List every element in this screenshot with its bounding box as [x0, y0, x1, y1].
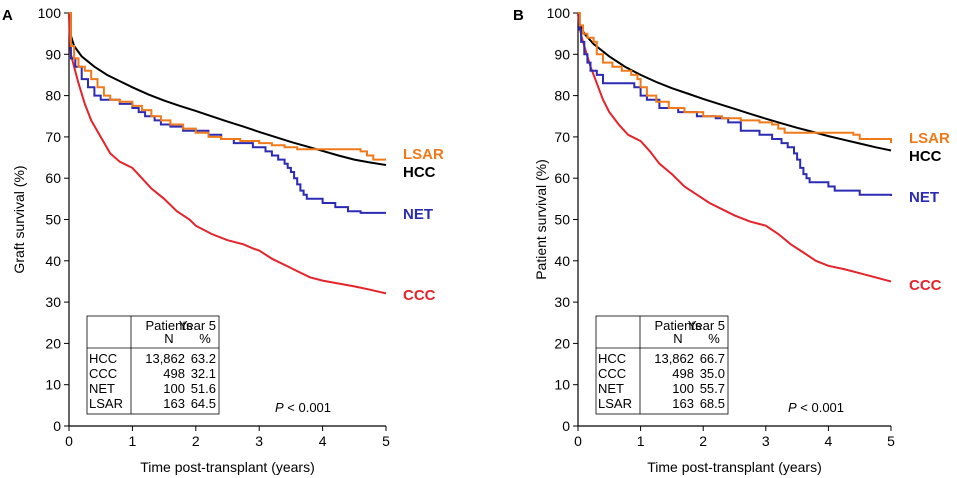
y-tick-label: 60 [554, 170, 570, 186]
y-tick-label: 90 [45, 46, 61, 62]
table-cell-group: CCC [89, 366, 117, 381]
table-cell-group: LSAR [89, 396, 123, 411]
x-tick-label: 4 [825, 433, 833, 449]
table-cell-pct: 66.7 [700, 351, 725, 366]
x-tick-label: 1 [129, 433, 137, 449]
legend-label-hcc: HCC [909, 148, 942, 165]
x-tick-label: 2 [699, 433, 707, 449]
y-tick-label: 30 [554, 294, 570, 310]
panel-label: B [513, 7, 524, 24]
y-axis-title: Patient survival (%) [533, 159, 549, 280]
series-line-lsar [578, 12, 892, 144]
table-header-n: N [673, 331, 682, 346]
legend-label-lsar: LSAR [403, 146, 444, 163]
table-header-patients: Patients [655, 318, 702, 333]
y-tick-label: 0 [53, 418, 61, 434]
table-header-patients: Patients [146, 318, 193, 333]
table-header-year5: Year 5 [179, 318, 216, 333]
series-line-ccc [68, 12, 387, 295]
y-tick-label: 40 [554, 253, 570, 269]
x-tick-label: 0 [574, 433, 582, 449]
p-value-annotation: P < 0.001 [275, 400, 331, 415]
x-axis-title: Time post-transplant (years) [647, 459, 822, 475]
table-cell-n: 498 [163, 366, 185, 381]
table-cell-group: LSAR [598, 396, 632, 411]
table-cell-pct: 35.0 [700, 366, 725, 381]
x-axis-title: Time post-transplant (years) [140, 459, 315, 475]
x-tick-label: 4 [319, 433, 327, 449]
table-cell-pct: 55.7 [700, 381, 725, 396]
table-cell-group: HCC [598, 351, 626, 366]
y-tick-label: 40 [45, 253, 61, 269]
table-cell-pct: 64.5 [191, 396, 216, 411]
table-header-pct: % [708, 331, 720, 346]
y-tick-label: 30 [45, 294, 61, 310]
table-cell-group: CCC [598, 366, 626, 381]
table-cell-n: 498 [672, 366, 694, 381]
y-tick-label: 100 [547, 5, 571, 21]
y-tick-label: 10 [45, 377, 61, 393]
legend-label-net: NET [403, 206, 433, 223]
y-tick-label: 20 [45, 335, 61, 351]
table-cell-group: HCC [89, 351, 117, 366]
y-tick-label: 50 [45, 212, 61, 228]
y-tick-label: 20 [554, 335, 570, 351]
table-cell-pct: 68.5 [700, 396, 725, 411]
summary-table-frame [86, 315, 220, 415]
table-cell-n: 13,862 [145, 351, 185, 366]
x-tick-label: 3 [255, 433, 263, 449]
legend-label-hcc: HCC [403, 164, 436, 181]
x-tick-label: 5 [382, 433, 390, 449]
p-value-symbol: P [275, 400, 284, 415]
legend-label-ccc: CCC [403, 287, 436, 304]
summary-table-frame [595, 315, 729, 415]
x-tick-label: 2 [192, 433, 200, 449]
p-value-text: < 0.001 [797, 400, 844, 415]
p-value-text: < 0.001 [284, 400, 331, 415]
chart-panel-b: B 0 10 20 30 40 50 60 70 80 90 100 0 1 2 3 4 5 Time post-t… [513, 5, 950, 475]
series-line-net [578, 12, 892, 196]
table-cell-group: NET [89, 381, 115, 396]
panel-label: A [2, 7, 13, 24]
series-line-hcc [68, 12, 387, 166]
series-line-hcc [577, 12, 892, 152]
y-tick-label: 60 [45, 170, 61, 186]
y-axis-title: Graft survival (%) [11, 165, 27, 273]
y-tick-label: 70 [45, 129, 61, 145]
series-line-ccc [577, 12, 892, 283]
y-tick-label: 100 [38, 5, 62, 21]
table-header-n: N [164, 331, 173, 346]
table-header-pct: % [199, 331, 211, 346]
y-tick-label: 80 [45, 88, 61, 104]
table-cell-group: NET [598, 381, 624, 396]
y-tick-label: 50 [554, 212, 570, 228]
table-header-year5: Year 5 [688, 318, 725, 333]
p-value-symbol: P [788, 400, 797, 415]
x-tick-label: 3 [762, 433, 770, 449]
legend-label-lsar: LSAR [909, 130, 950, 147]
series-line-lsar [69, 12, 386, 161]
table-cell-n: 100 [163, 381, 185, 396]
p-value-annotation: P < 0.001 [788, 400, 844, 415]
table-cell-n: 13,862 [654, 351, 694, 366]
x-tick-label: 1 [637, 433, 645, 449]
table-cell-n: 163 [163, 396, 185, 411]
legend-label-ccc: CCC [909, 277, 942, 294]
table-cell-n: 100 [672, 381, 694, 396]
x-tick-label: 5 [887, 433, 895, 449]
y-tick-label: 70 [554, 129, 570, 145]
legend-label-net: NET [909, 189, 939, 206]
table-cell-pct: 63.2 [191, 351, 216, 366]
chart-panel-a: A 0 10 20 30 40 50 60 70 80 90 100 0 1 2 3 4 5 Time post-t… [2, 5, 444, 475]
table-cell-pct: 32.1 [191, 366, 216, 381]
series-line-net [69, 12, 386, 214]
y-tick-label: 0 [562, 418, 570, 434]
y-tick-label: 90 [554, 46, 570, 62]
x-tick-label: 0 [65, 433, 73, 449]
table-cell-pct: 51.6 [191, 381, 216, 396]
y-tick-label: 80 [554, 88, 570, 104]
y-tick-label: 10 [554, 377, 570, 393]
table-cell-n: 163 [672, 396, 694, 411]
